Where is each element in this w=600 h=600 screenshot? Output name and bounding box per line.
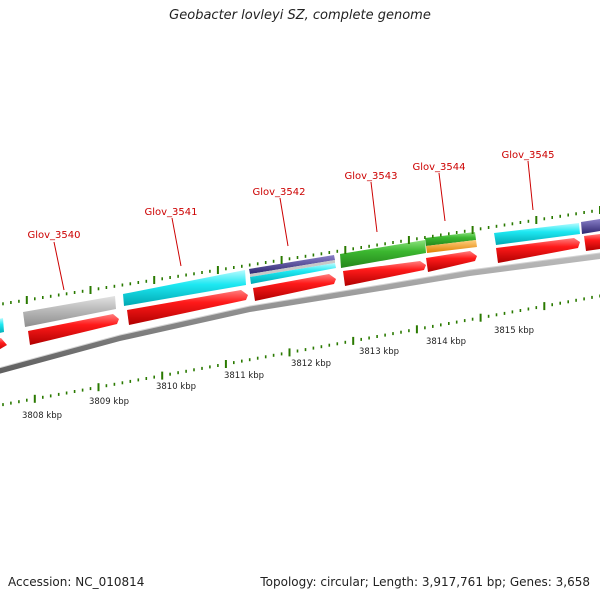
feature-bar-navy [249, 255, 335, 274]
cds-arrow [584, 234, 600, 251]
feature-bar-grey [250, 260, 335, 277]
gene-leader-lines [53, 160, 534, 291]
feature-bar-navy [581, 219, 600, 234]
gene-label[interactable]: Glov_3540 [27, 230, 80, 241]
tick-marks [2, 206, 600, 407]
feature-bar-green [425, 232, 476, 246]
cds-arrow [343, 261, 426, 286]
map-title: Geobacter lovleyi SZ, complete genome [169, 8, 431, 23]
cds-arrow [426, 251, 477, 272]
feature-bar-orange [426, 240, 477, 253]
genome-backbone [0, 252, 600, 374]
leader-line [370, 181, 378, 233]
genome-summary-text: Topology: circular; Length: 3,917,761 bp… [260, 575, 590, 589]
leader-line [527, 160, 534, 211]
kbp-labels: 3808 kbp 3809 kbp 3810 kbp 3811 kbp 3812… [22, 326, 534, 421]
kbp-label: 3813 kbp [359, 347, 399, 357]
kbp-label: 3811 kbp [224, 371, 264, 381]
feature-bar-cyan [250, 263, 336, 284]
gene-label[interactable]: Glov_3544 [412, 162, 465, 173]
kbp-label: 3809 kbp [89, 397, 129, 407]
gene-labels: Glov_3540 Glov_3541 Glov_3542 Glov_3543 … [27, 150, 554, 241]
leader-line [171, 217, 182, 267]
kbp-label: 3808 kbp [22, 411, 62, 421]
cds-arrows-reverse [0, 234, 600, 350]
kbp-label: 3814 kbp [426, 337, 466, 347]
cds-arrow [253, 274, 336, 301]
cds-arrow [127, 290, 248, 325]
feature-bar-cyan [123, 270, 246, 306]
feature-bar-grey [23, 296, 116, 327]
feature-bar-cyan [0, 318, 4, 333]
gene-label[interactable]: Glov_3543 [344, 171, 397, 182]
kbp-label: 3810 kbp [156, 382, 196, 392]
leader-line [279, 197, 289, 247]
cds-arrow [0, 338, 7, 350]
gene-label[interactable]: Glov_3542 [252, 187, 305, 198]
leader-line [438, 172, 446, 222]
cds-arrow [496, 238, 580, 263]
gene-label[interactable]: Glov_3545 [501, 150, 554, 161]
feature-bars [0, 219, 600, 333]
leader-line [53, 241, 65, 291]
cds-arrow [28, 314, 119, 345]
accession-text: Accession: NC_010814 [8, 575, 145, 589]
kbp-label: 3815 kbp [494, 326, 534, 336]
feature-bar-cyan [494, 223, 580, 245]
kbp-label: 3812 kbp [291, 359, 331, 369]
gene-label[interactable]: Glov_3541 [144, 207, 197, 218]
feature-bar-green [340, 240, 426, 268]
